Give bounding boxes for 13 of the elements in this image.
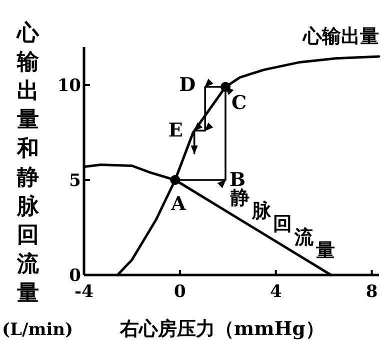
x-axis-title: 右心房压力（mmHg）	[119, 318, 324, 340]
annotation: D	[179, 74, 196, 96]
y-tick-label: 10	[57, 76, 82, 96]
x-tick-label: 8	[366, 282, 378, 302]
annotation: A	[170, 193, 186, 215]
y-tick-label: 5	[69, 171, 81, 191]
annotation: C	[232, 92, 247, 114]
text: (L/min)	[2, 320, 74, 340]
series-label: 心输出量	[302, 26, 379, 48]
x-tick-label: 4	[270, 282, 282, 302]
annotation: E	[168, 120, 183, 142]
x-tick-label: 0	[174, 282, 186, 302]
text: 心输出量和静脉回流量	[17, 20, 39, 306]
